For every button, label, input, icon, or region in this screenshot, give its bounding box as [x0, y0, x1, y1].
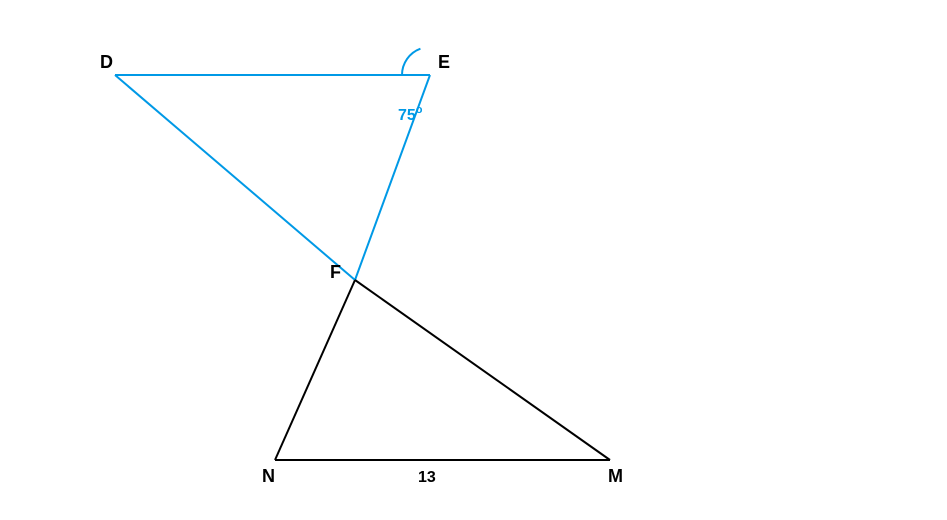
line-DF [115, 75, 355, 280]
angle-label-E: 75o [398, 104, 423, 124]
label-M: M [608, 466, 623, 486]
line-FM [355, 280, 610, 460]
label-E: E [438, 52, 450, 72]
length-label-NM: 13 [418, 469, 436, 486]
label-N: N [262, 466, 275, 486]
label-D: D [100, 52, 113, 72]
angle-arc-E [402, 49, 420, 75]
line-FN [275, 280, 355, 460]
label-F: F [330, 262, 341, 282]
